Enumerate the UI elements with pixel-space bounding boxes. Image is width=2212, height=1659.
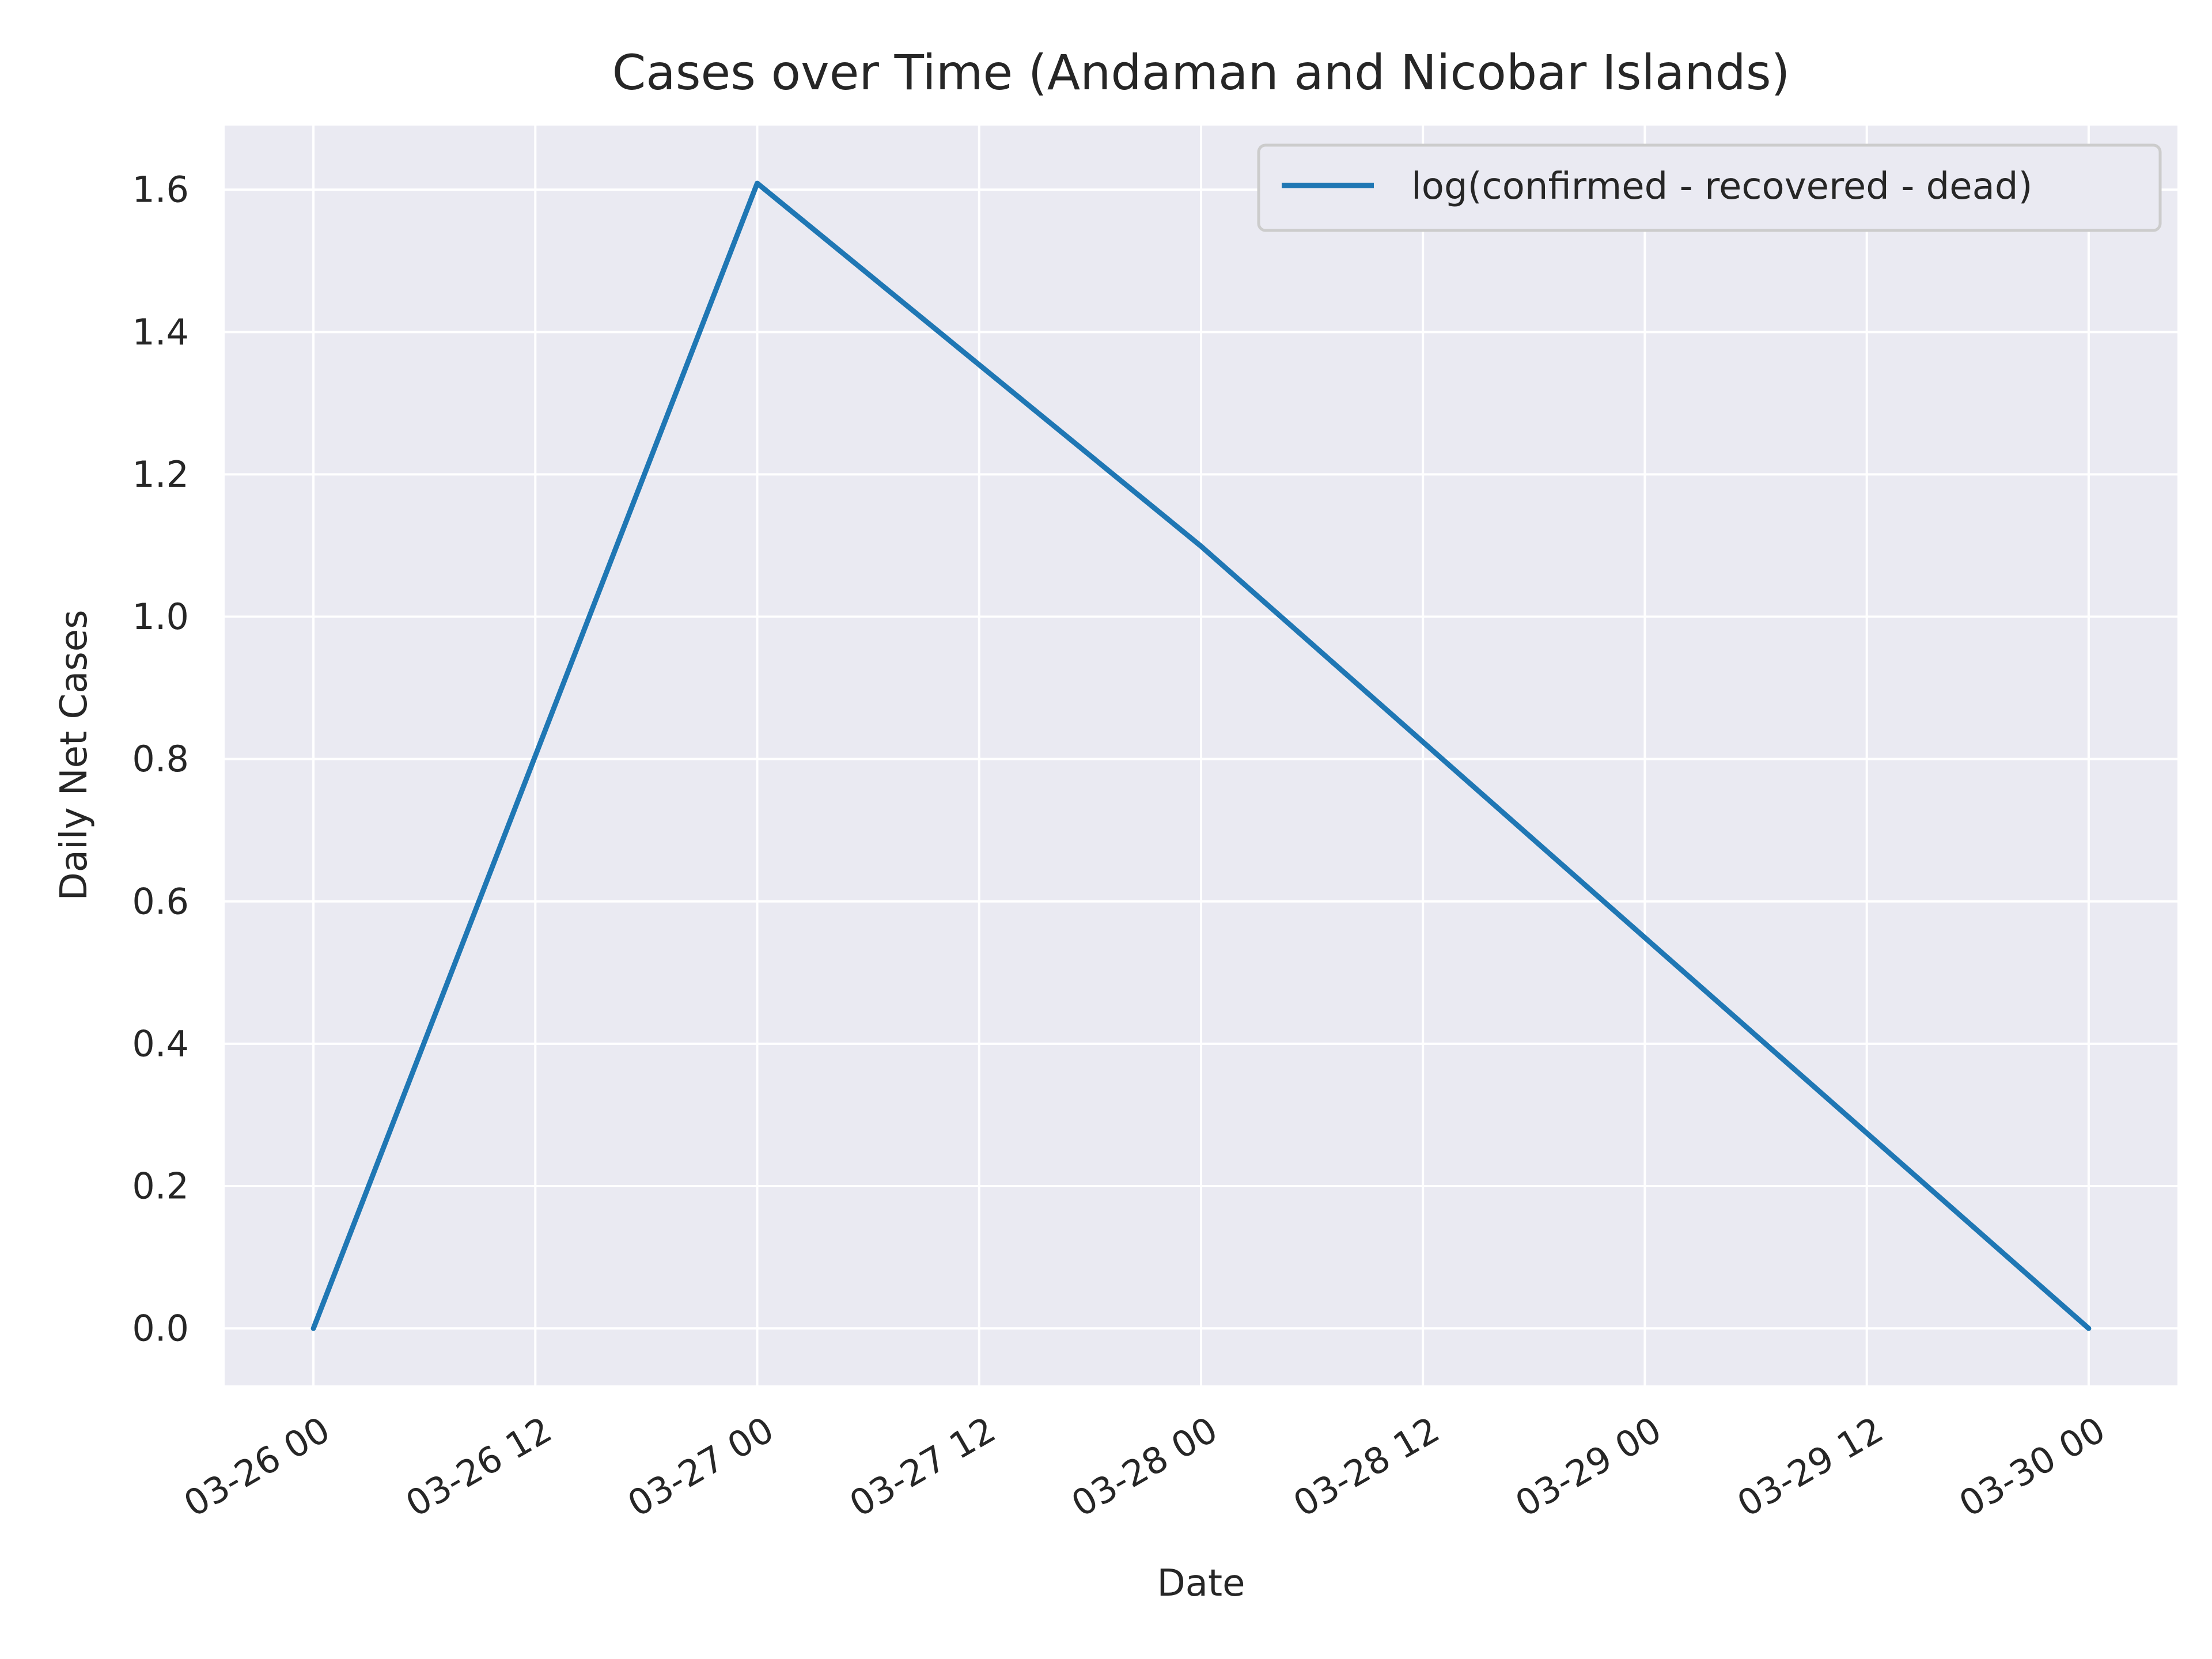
legend-box xyxy=(1257,143,2162,232)
y-tick-label: 1.0 xyxy=(132,596,189,638)
chart-title: Cases over Time (Andaman and Nicobar Isl… xyxy=(612,44,1790,101)
y-tick-label: 0.6 xyxy=(132,880,189,922)
y-axis-label: Daily Net Cases xyxy=(53,610,96,901)
x-tick-label: 03-29 00 xyxy=(1508,1408,1668,1525)
y-tick-labels: 0.0 0.2 0.4 0.6 0.8 1.0 1.2 1.4 1.6 xyxy=(132,169,189,1350)
series-layer xyxy=(310,180,2092,1331)
x-axis-label: Date xyxy=(1157,1562,1245,1605)
y-gridlines xyxy=(225,188,2177,1330)
y-tick-label: 0.0 xyxy=(132,1308,189,1350)
y-tick-label: 0.2 xyxy=(132,1165,189,1207)
x-tick-label: 03-30 00 xyxy=(1952,1408,2112,1525)
x-tick-label: 03-28 12 xyxy=(1286,1408,1446,1525)
x-tick-labels: 03-26 00 03-26 12 03-27 00 03-27 12 03-28 00… xyxy=(177,1408,2112,1525)
x-tick-label: 03-27 00 xyxy=(620,1408,781,1525)
legend: log(confirmed - recovered - dead) xyxy=(1257,143,2162,232)
series-line xyxy=(310,180,2092,1331)
legend-label: log(confirmed - recovered - dead) xyxy=(1411,165,2032,208)
x-tick-label: 03-28 00 xyxy=(1065,1408,1225,1525)
x-tick-label: 03-27 12 xyxy=(843,1408,1003,1525)
y-tick-label: 1.6 xyxy=(132,169,189,211)
y-tick-label: 0.4 xyxy=(132,1022,189,1065)
y-tick-label: 0.8 xyxy=(132,738,189,780)
x-tick-label: 03-29 12 xyxy=(1730,1408,1890,1525)
x-tick-label: 03-26 00 xyxy=(177,1408,337,1525)
x-tick-label: 03-26 12 xyxy=(399,1408,559,1525)
y-tick-label: 1.4 xyxy=(132,311,189,353)
y-tick-label: 1.2 xyxy=(132,453,189,495)
